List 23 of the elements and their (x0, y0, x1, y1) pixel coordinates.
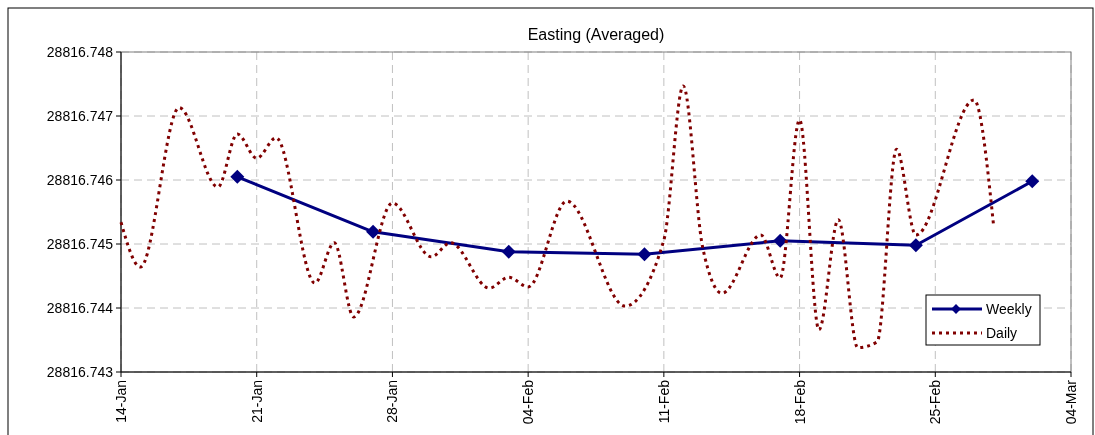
x-tick-label: 11-Feb (655, 379, 672, 424)
y-tick-label: 28816.744 (46, 300, 114, 316)
x-tick-label: 04-Feb (520, 379, 537, 425)
chart-title: Easting (Averaged) (527, 26, 665, 43)
legend-label: Weekly (986, 301, 1032, 317)
y-tick-label: 28816.745 (46, 236, 114, 252)
x-tick-label: 25-Feb (927, 379, 944, 425)
x-tick-label: 04-Mar (1063, 379, 1079, 425)
y-tick-label: 28816.746 (46, 172, 114, 188)
point (230, 169, 245, 184)
x-tick-label: 28-Jan (384, 380, 401, 423)
y-tick-label: 28816.748 (46, 44, 114, 60)
legend-label: Daily (986, 325, 1018, 341)
point (637, 247, 652, 262)
point (773, 233, 788, 248)
point (908, 238, 923, 253)
y-tick-label: 28816.743 (46, 364, 114, 380)
x-tick-label: 21-Jan (248, 380, 265, 423)
x-tick-label: 14-Jan (113, 380, 129, 423)
point (501, 244, 516, 259)
point (366, 224, 381, 239)
x-tick-label: 18-Feb (791, 379, 808, 425)
y-tick-label: 28816.747 (46, 108, 114, 124)
